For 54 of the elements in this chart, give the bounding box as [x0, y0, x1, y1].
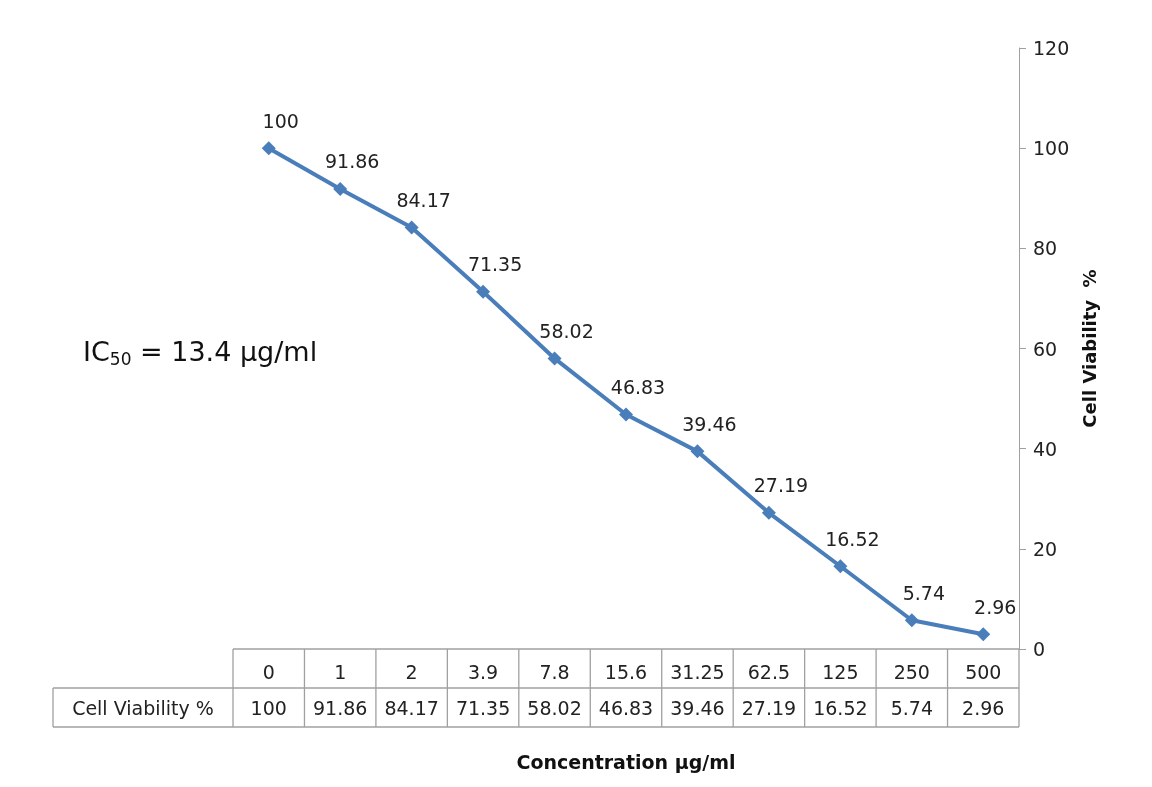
y-tick-label: 0	[1033, 638, 1046, 660]
annotation: 2.96	[974, 595, 1017, 618]
point	[261, 141, 276, 156]
point	[333, 181, 348, 196]
point	[476, 284, 491, 299]
x-tick-label: 500	[965, 660, 1002, 683]
y-tick-label: 40	[1033, 437, 1058, 460]
annotation: 58.02	[539, 319, 594, 342]
point	[976, 627, 991, 642]
annotation: 39.46	[682, 412, 737, 435]
x-tick-label: 7.8	[539, 660, 570, 683]
data-label: 2.96	[962, 696, 1005, 719]
point	[547, 351, 562, 366]
x-tick-label: 15.6	[604, 660, 648, 683]
x-tick-label: 0	[262, 660, 275, 683]
point	[619, 407, 633, 422]
data-label: 58.02	[527, 696, 582, 719]
point	[690, 444, 705, 459]
y-tick-label: 100	[1033, 137, 1070, 160]
point	[404, 220, 419, 235]
data-label: 27.19	[741, 696, 797, 719]
data-label: 46.83	[598, 696, 654, 719]
data-label: 71.35	[455, 696, 511, 719]
annotation: 16.52	[825, 527, 880, 550]
x-tick-label: 3.9	[467, 660, 499, 683]
annotation: 27.19	[753, 474, 809, 497]
data-label: 16.52	[813, 696, 868, 719]
y-tick-label: 60	[1033, 337, 1058, 360]
annotation: 5.74	[902, 581, 945, 604]
point	[761, 505, 776, 520]
data-label: 39.46	[670, 696, 725, 719]
annotation: 91.86	[324, 150, 380, 173]
y-tick-label: 20	[1033, 537, 1058, 560]
annotation: 71.35	[467, 253, 523, 276]
annotation: 46.83	[610, 375, 666, 398]
x-axis-title: Concentration µg/ml	[516, 750, 736, 773]
x-tick-label: 62.5	[747, 660, 791, 683]
annotation: 84.17	[396, 188, 451, 211]
point	[833, 559, 848, 574]
y-tick-label: 120	[1033, 37, 1070, 59]
data-label: 5.74	[890, 696, 933, 719]
data-label: 84.17	[384, 696, 439, 719]
text: Cell Viability %	[72, 696, 214, 719]
data-label: 91.86	[312, 696, 368, 719]
point	[904, 613, 919, 628]
x-tick-label: 2	[405, 660, 418, 683]
y-tick-label: 80	[1033, 237, 1058, 260]
x-tick-label: 31.25	[670, 660, 725, 683]
data-label: 100	[250, 696, 287, 719]
x-tick-label: 250	[893, 660, 930, 683]
annotation: 100	[262, 109, 299, 132]
x-tick-label: 1	[334, 660, 347, 683]
y-axis-title: Cell Viability %	[1078, 269, 1100, 428]
x-tick-label: 125	[822, 660, 859, 683]
